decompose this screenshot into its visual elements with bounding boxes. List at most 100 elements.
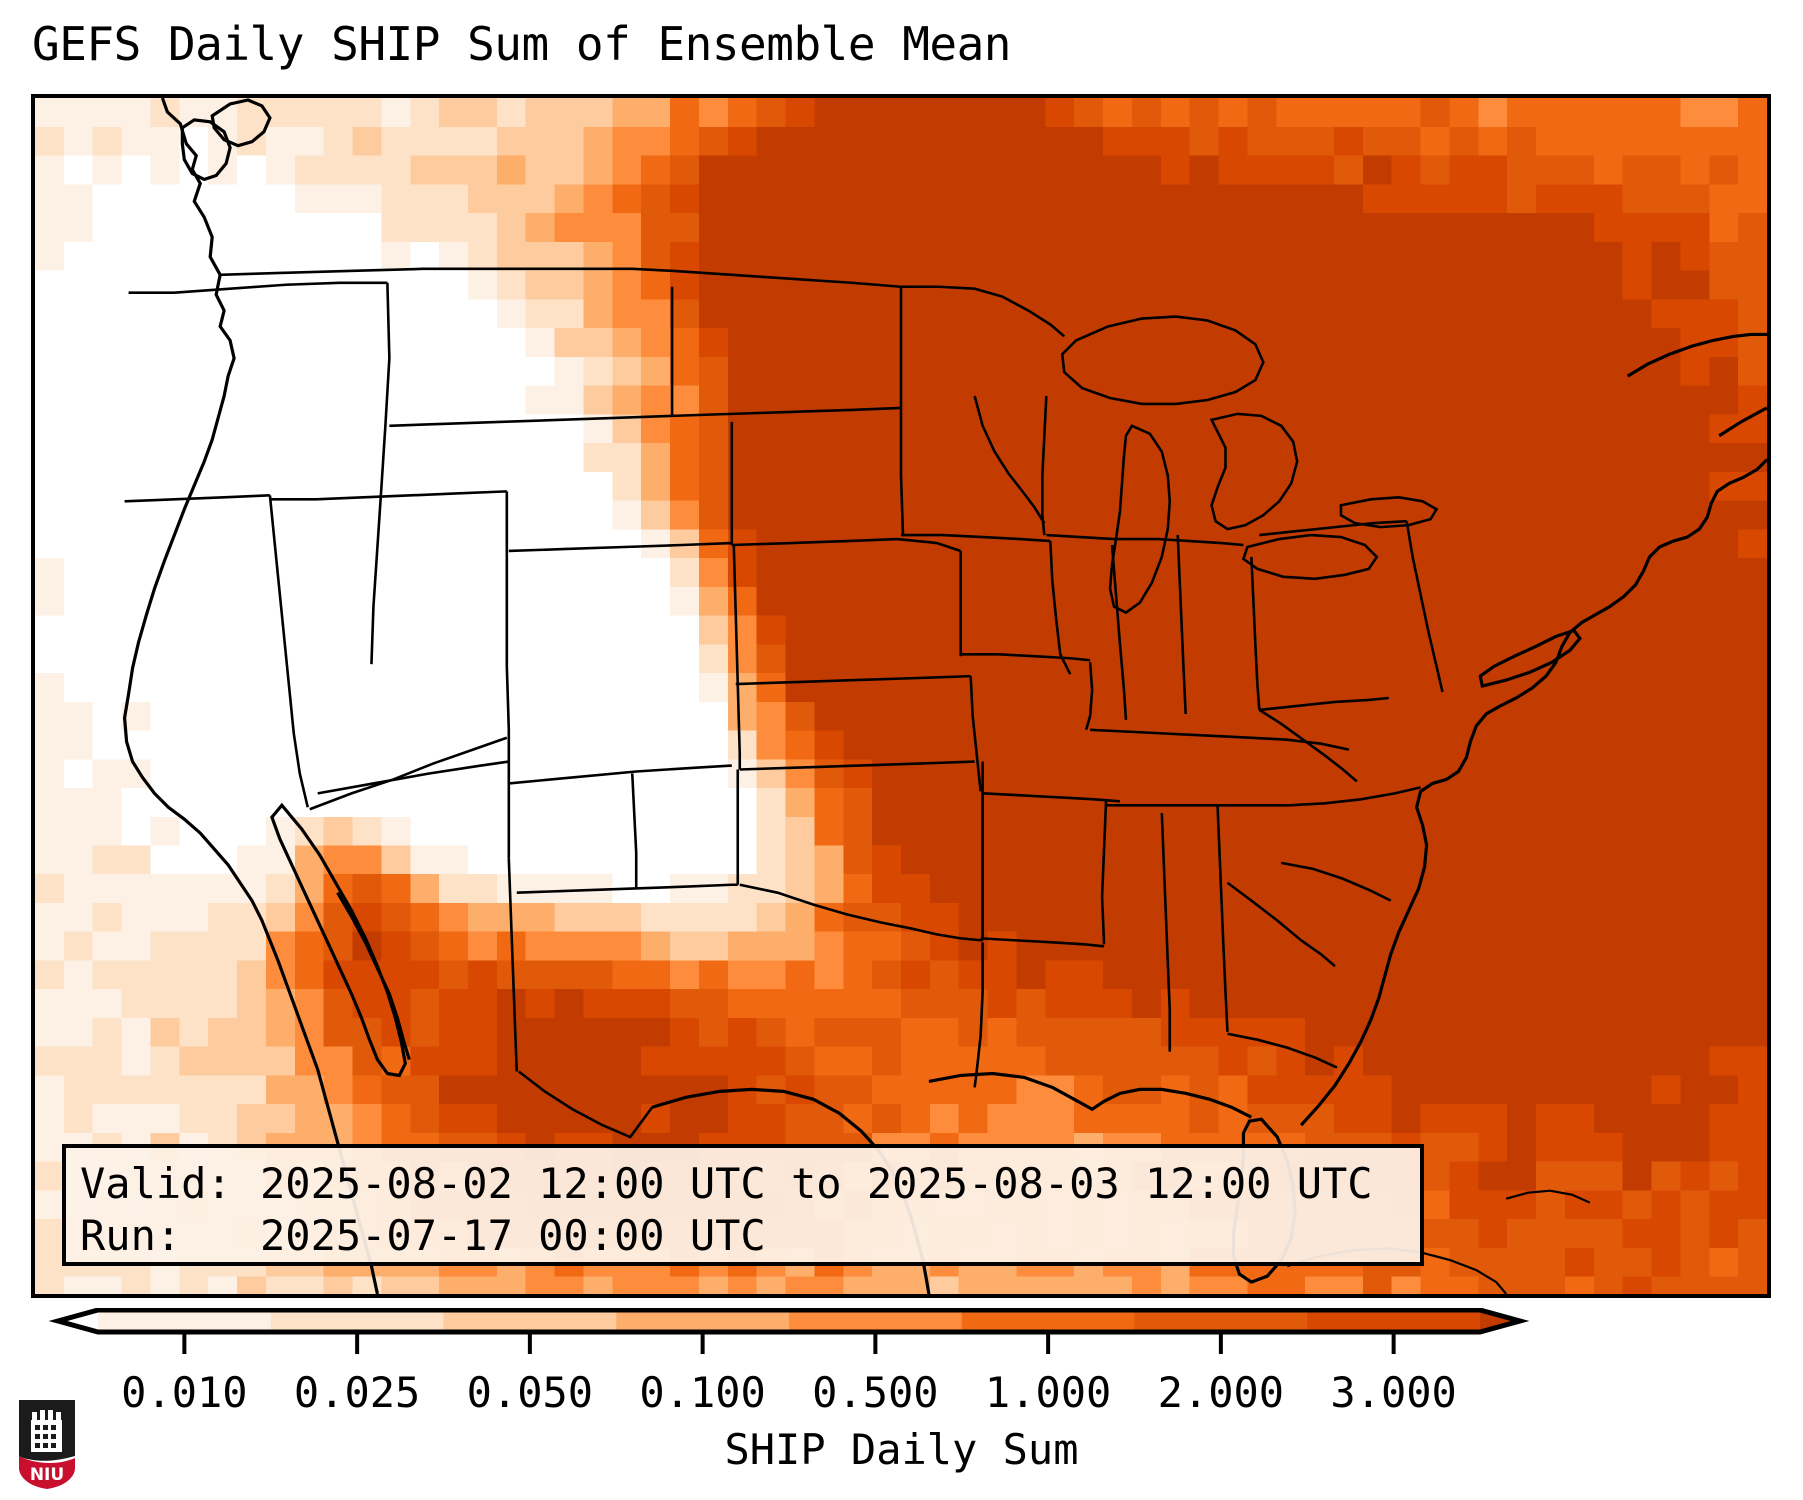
state-border-tx-la-vert [975, 942, 983, 1087]
state-border-oh-pa-vert [1251, 557, 1259, 710]
state-border-ga-fl-horiz [1227, 1034, 1336, 1068]
state-border-ky-tn-horiz [1090, 730, 1349, 750]
state-border-or-ca [125, 495, 270, 501]
state-border-sd-ne [732, 539, 961, 551]
colorbar-axis-label: SHIP Daily Sum [724, 1425, 1079, 1474]
colorbar-tick-label: 0.100 [639, 1368, 766, 1417]
lake-ontario-path [1341, 497, 1437, 527]
state-border-nc-sc-horiz [1281, 863, 1390, 901]
state-border-mi-oh-in-horiz [1126, 539, 1243, 545]
state-border-ok-tx-horiz [517, 885, 738, 893]
state-border-ne-ks [736, 676, 971, 684]
colorbar-tick-label: 0.050 [466, 1368, 594, 1417]
state-border-mn-ia [901, 535, 1050, 541]
colorbar-band [961, 1310, 1136, 1332]
colorbar-over-arrow [1480, 1310, 1520, 1332]
colorbar-tick-label: 1.000 [984, 1368, 1112, 1417]
state-border-mn-canada [901, 287, 1064, 337]
run-line: Run: 2025-07-17 00:00 UTC [80, 1210, 1420, 1262]
state-border-wi-mi-vert [1042, 396, 1046, 535]
valid-line: Valid: 2025-08-02 12:00 UTC to 2025-08-0… [80, 1158, 1420, 1210]
state-border-id-vertical [371, 283, 389, 664]
state-border-nd-sd [672, 408, 901, 416]
colorbar-band [1134, 1310, 1308, 1332]
state-border-ky-il-mo [1086, 662, 1092, 730]
valid-run-info-box: Valid: 2025-08-02 12:00 UTC to 2025-08-0… [62, 1144, 1424, 1266]
state-border-nv-az [310, 738, 507, 810]
state-border-wa-or [129, 283, 388, 293]
valid-label: Valid: [80, 1159, 232, 1208]
lake-michigan-path [1110, 426, 1170, 613]
state-border-tx-mex-rio-grande [519, 1071, 652, 1137]
state-border-ar-la-horiz [981, 938, 1104, 946]
colorbar-band [789, 1310, 963, 1332]
state-border-az-nm-vert [509, 859, 517, 1072]
nova-scotia-path [1719, 408, 1767, 436]
state-border-al-ga-vert [1218, 805, 1228, 1031]
colorbar-tick-label: 0.025 [293, 1368, 421, 1417]
colorbar-ticks [182, 1334, 1396, 1354]
state-border-wv-va [1259, 710, 1357, 782]
colorbar-under-arrow [58, 1310, 98, 1332]
state-border-ut-az-horiz [318, 762, 509, 794]
louisiana-coast-path [929, 1073, 1252, 1117]
state-border-co-vert-east [734, 545, 740, 769]
state-border-ar-ms-vert [1102, 801, 1106, 944]
colorbar-tick-label: 3.000 [1330, 1368, 1457, 1417]
colorbar-svg [48, 1308, 1530, 1354]
state-border-ia-il-vert [1050, 541, 1070, 674]
state-border-pa-ny-horiz [1259, 521, 1406, 535]
colorbar-outline [48, 1308, 1530, 1335]
state-border-ks-ok [740, 762, 975, 770]
colorbar-tick-label: 2.000 [1157, 1368, 1285, 1417]
page-title: GEFS Daily SHIP Sum of Ensemble Mean [32, 17, 1012, 71]
state-border-mo-ar-horiz [983, 793, 1120, 801]
puget-sound-path [182, 120, 230, 180]
colorbar-bands [58, 1310, 1520, 1332]
colorbar-band [443, 1310, 617, 1332]
state-border-ut-co-vert [507, 491, 509, 859]
bahamas-path [1506, 1191, 1590, 1203]
niu-shield-bottom-shape [19, 1456, 75, 1489]
state-border-va-nc-horiz [1289, 787, 1420, 805]
state-border-mn-wi-vert [975, 396, 1045, 523]
baja-peninsula-path [272, 805, 405, 1075]
state-border-il-wi-horiz [1046, 535, 1126, 539]
state-border-tx-ok-red-river [740, 885, 983, 941]
state-border-in-oh-vert [1178, 535, 1186, 714]
map-plot-frame: Valid: 2025-08-02 12:00 UTC to 2025-08-0… [31, 94, 1771, 1298]
colorbar-band [270, 1310, 445, 1332]
state-border-pa-md-vert [1259, 698, 1388, 710]
state-border-nd-mn-vert [901, 287, 903, 535]
niu-wordmark: NIU [30, 1465, 64, 1485]
niu-logo: NIU [16, 1398, 78, 1490]
vancouver-island-path [212, 100, 270, 146]
lake-erie-path [1243, 535, 1376, 579]
colorbar-band [1307, 1310, 1481, 1332]
state-border-sc-ga-vert [1227, 883, 1335, 966]
state-border-nv-ut [270, 491, 507, 499]
valid-value: 2025-08-02 12:00 UTC to 2025-08-03 12:00… [260, 1159, 1373, 1208]
state-border-nm-tx-vert [632, 773, 636, 888]
state-border-co-nm-horiz [509, 766, 732, 784]
state-border-wy-co [509, 543, 732, 551]
state-border-ia-mo [961, 654, 1090, 660]
state-border-ny-ne-vert [1407, 521, 1443, 692]
colorbar-tick-labels: 0.010 0.025 0.050 0.100 0.500 1.000 2.000 3.000 [0, 1368, 1803, 1424]
colorbar-band [616, 1310, 790, 1332]
colorbar-band [98, 1310, 272, 1332]
state-border-ms-al-vert [1162, 813, 1170, 1051]
niu-tower-windows-icon [35, 1425, 56, 1448]
run-value: 2025-07-17 00:00 UTC [260, 1211, 766, 1260]
colorbar-tick-label: 0.010 [121, 1368, 248, 1417]
state-border-mo-ks-vert [971, 676, 981, 791]
state-border-ca-nv [270, 495, 308, 807]
state-border-mt-wy [389, 416, 672, 426]
run-label: Run: [80, 1211, 182, 1260]
state-border-il-in-vert [1112, 545, 1126, 720]
lake-superior-path [1062, 317, 1263, 404]
colorbar-tick-label: 0.500 [812, 1368, 939, 1417]
map-canvas-area [35, 98, 1767, 1294]
state-border-canada-us-49 [220, 269, 901, 287]
